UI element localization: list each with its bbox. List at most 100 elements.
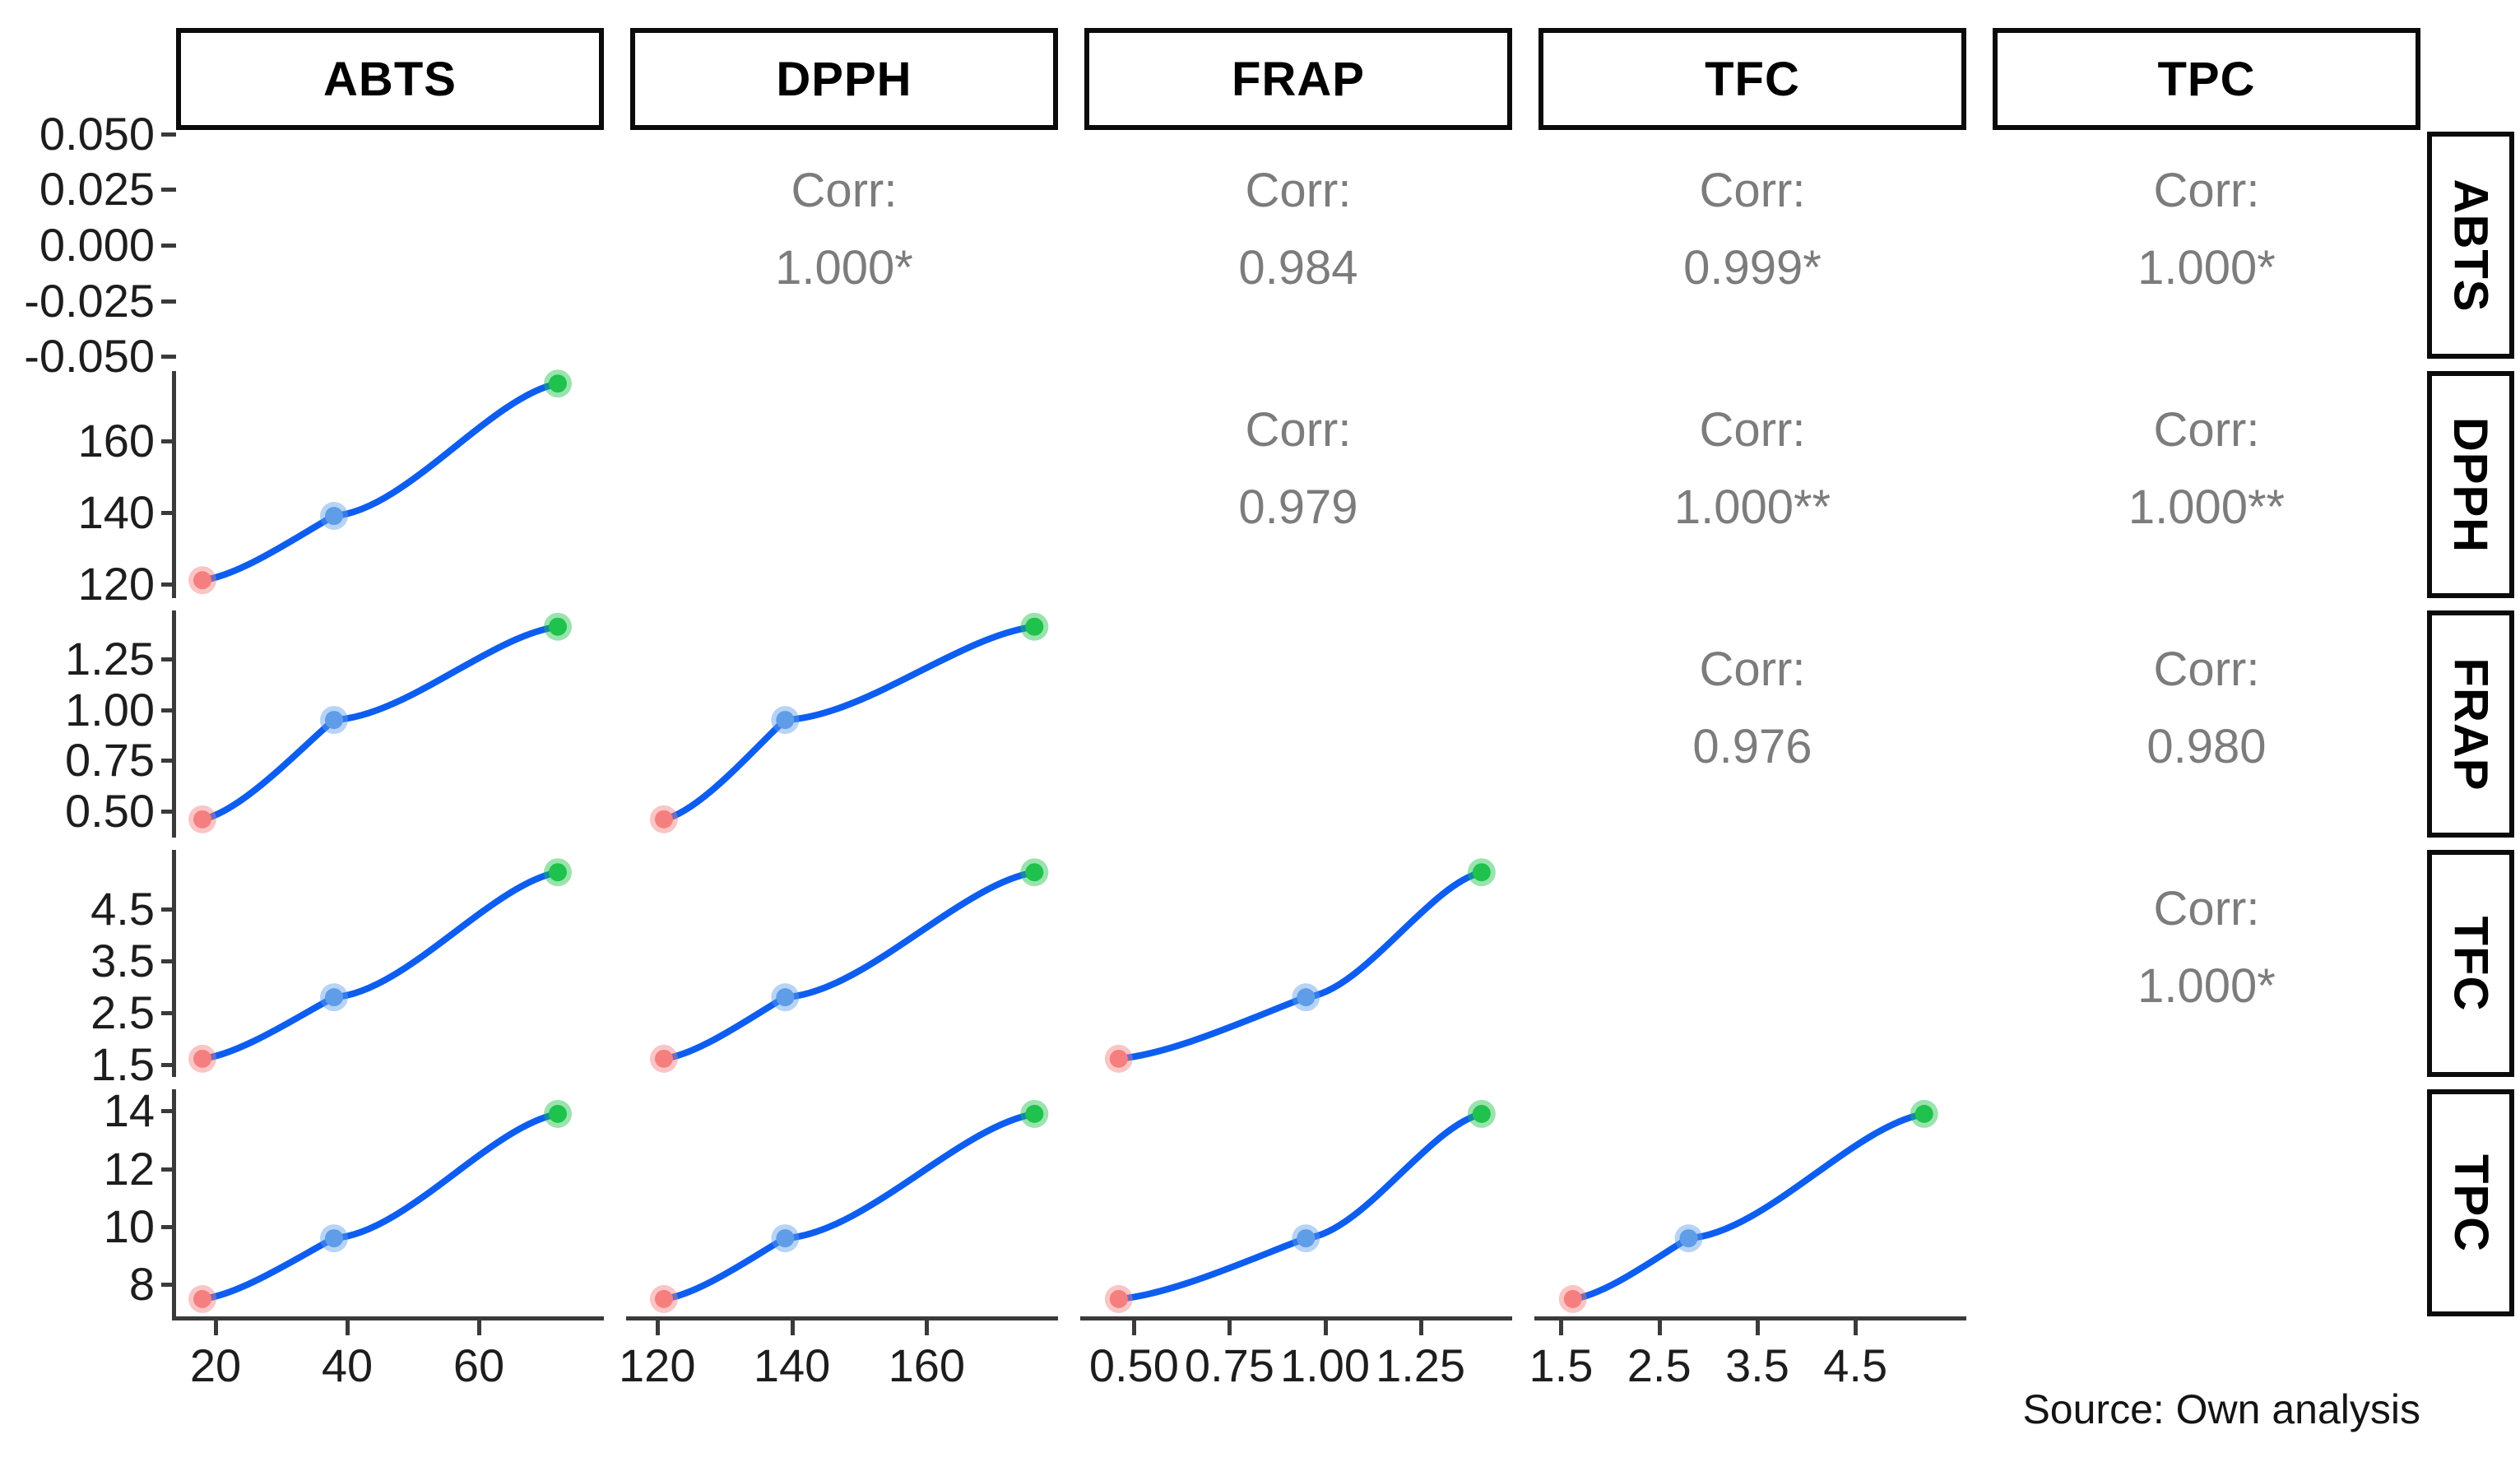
corr-cell-abts-tfc: Corr: 0.999* [1538,132,1966,359]
data-point-low [1563,1289,1582,1308]
x-tick-mark [1418,1320,1423,1335]
row-label-text: TPC [2443,1153,2498,1252]
data-point-low [1109,1289,1128,1308]
corr-prefix: Corr: [2153,403,2260,457]
x-tick-label: 2.5 [1627,1339,1692,1391]
corr-prefix: Corr: [1245,164,1352,217]
scatter-panel-tpc-vs-tfc [1558,1099,1938,1313]
x-tick-label: 3.5 [1725,1339,1789,1391]
x-tick-mark [477,1320,481,1335]
corr-prefix: Corr: [1699,403,1806,457]
corr-cell-dpph-frap: Corr: 0.979 [1084,371,1512,598]
smooth-line [660,869,1038,1062]
scatter-panel-frap-vs-dpph [649,612,1049,833]
x-tick-label: 60 [452,1339,505,1391]
y-tick-label: -0.050 [24,330,155,383]
corr-cell-frap-tfc: Corr: 0.976 [1538,610,1966,838]
column-header-label: FRAP [1232,52,1365,106]
corr-value: 0.980 [2146,720,2267,773]
data-point-high [1025,863,1044,882]
column-header-dpph: DPPH [630,28,1058,130]
x-tick-label: 0.50 [1088,1339,1179,1391]
x-tick-mark [346,1320,350,1335]
x-tick-mark [1657,1320,1662,1335]
corr-prefix: Corr: [1699,643,1806,696]
row-label-tfc: TFC [2427,850,2514,1077]
y-tick-mark [161,1225,176,1229]
x-tick-mark [1854,1320,1859,1335]
data-point-mid [325,988,343,1007]
y-tick-label: 0.50 [65,784,155,837]
y-axis-line [172,371,176,598]
y-tick-mark [161,188,176,193]
scatter-panel-tpc-vs-frap [1104,1099,1496,1313]
column-header-label: TPC [2157,52,2256,106]
smooth-line [199,380,561,584]
row-label-dpph: DPPH [2427,371,2514,598]
scatter-panel-tpc-vs-abts [188,1099,572,1313]
data-point-high [549,863,567,882]
x-tick-mark [1132,1320,1137,1335]
smooth-line [199,869,561,1062]
y-tick-label: 0.050 [39,107,155,160]
corr-value: 1.000** [1673,480,1831,534]
corr-cell-abts-tpc: Corr: 1.000* [1993,132,2420,359]
y-tick-mark [161,132,176,137]
y-tick-mark [161,657,176,662]
smooth-line [660,1110,1038,1302]
y-tick-mark [161,809,176,814]
y-tick-label: 1.25 [65,633,155,685]
y-axis-line [172,850,176,1077]
y-tick-label: 160 [77,414,155,466]
data-point-mid [325,507,343,526]
x-tick-label: 160 [888,1339,966,1391]
column-header-abts: ABTS [176,28,604,130]
scatter-panel-dpph-vs-abts [188,369,572,595]
x-axis-line [1534,1316,1966,1320]
data-point-low [193,1049,211,1068]
y-tick-mark [161,1011,176,1016]
data-point-low [193,571,211,590]
data-point-mid [325,1229,343,1248]
data-point-low [1109,1049,1128,1068]
y-tick-mark [161,1167,176,1172]
smooth-line [199,1110,561,1302]
y-axis-line [172,610,176,838]
x-tick-label: 20 [189,1339,242,1391]
x-tick-label: 120 [619,1339,696,1391]
smooth-line [660,623,1038,823]
data-point-high [549,374,567,393]
y-tick-label: 1.5 [90,1038,155,1091]
smooth-line [1115,1110,1485,1302]
corr-cell-abts-dpph: Corr: 1.000* [630,132,1058,359]
x-tick-label: 1.5 [1529,1339,1594,1391]
y-tick-label: 2.5 [90,986,155,1039]
row-label-text: TFC [2443,916,2498,1011]
x-axis-line [626,1316,1058,1320]
data-point-high [1914,1104,1933,1123]
y-tick-mark [161,708,176,712]
corr-cell-tfc-tpc: Corr: 1.000* [1993,850,2420,1077]
column-header-frap: FRAP [1084,28,1512,130]
x-tick-mark [925,1320,930,1335]
corr-cell-dpph-tfc: Corr: 1.000** [1538,371,1966,598]
x-tick-mark [1559,1320,1564,1335]
row-label-text: FRAP [2443,657,2498,791]
x-tick-mark [1228,1320,1232,1335]
data-point-mid [776,988,795,1007]
column-header-label: DPPH [776,52,912,106]
x-tick-mark [1323,1320,1328,1335]
corr-prefix: Corr: [791,164,898,217]
column-header-label: ABTS [323,52,457,106]
smooth-line [1115,869,1485,1062]
y-tick-mark [161,439,176,443]
data-point-high [1472,1104,1491,1123]
x-tick-mark [1755,1320,1760,1335]
corr-value: 1.000* [2137,959,2276,1013]
corr-prefix: Corr: [1245,403,1352,457]
scatter-panel-tpc-vs-dpph [649,1099,1049,1313]
x-tick-mark [655,1320,660,1335]
row-label-tpc: TPC [2427,1089,2514,1316]
y-tick-label: 3.5 [90,934,155,986]
